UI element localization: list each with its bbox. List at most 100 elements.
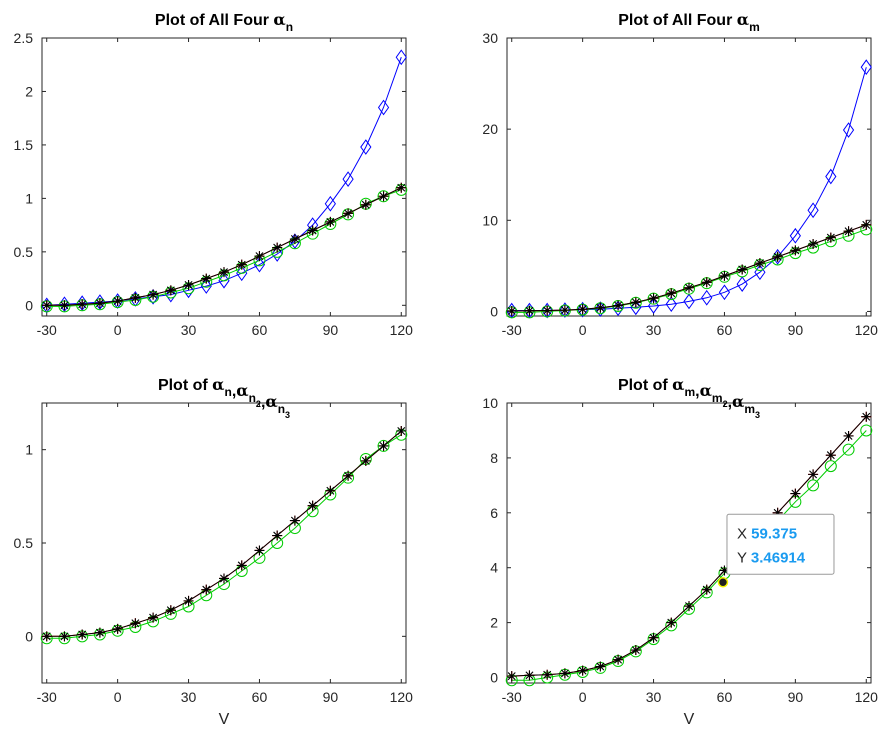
data-point-alpha3 — [843, 430, 854, 441]
chart-title: Plot of All Four αn — [155, 10, 293, 34]
y-tick-label: 20 — [482, 121, 498, 137]
data-point-alpha3 — [236, 259, 247, 270]
data-point-alpha3 — [524, 670, 535, 681]
data-point-alpha1 — [860, 424, 873, 437]
data-point-alpha3 — [254, 545, 265, 556]
x-tick-label: 30 — [646, 322, 662, 338]
data-point-alpha3 — [719, 565, 730, 576]
data-point-alpha3 — [666, 617, 677, 628]
data-point-alpha3 — [808, 469, 819, 480]
data-point-alpha3 — [41, 631, 52, 642]
data-point-alpha3 — [112, 296, 123, 307]
datatip-x-row: X 59.375 — [737, 525, 797, 542]
y-tick-label: 2 — [25, 83, 33, 99]
x-tick-label: 0 — [579, 322, 587, 338]
data-point-alpha — [559, 302, 571, 318]
y-tick-label: 1.5 — [14, 137, 34, 153]
data-point-alpha — [789, 227, 801, 244]
y-tick-label: 0.5 — [14, 535, 34, 551]
data-point-alpha3 — [595, 661, 606, 672]
data-point-alpha3 — [59, 300, 70, 311]
data-point-alpha3 — [684, 282, 694, 293]
x-tick-label: 0 — [114, 689, 122, 705]
y-tick-label: 1 — [25, 442, 33, 458]
y-tick-label: 0 — [490, 303, 498, 319]
data-point-alpha3 — [289, 515, 300, 526]
data-point-alpha3 — [41, 300, 52, 311]
x-tick-label: 30 — [181, 322, 197, 338]
data-point-alpha3 — [183, 279, 194, 290]
x-tick-label: 90 — [788, 322, 804, 338]
data-point-alpha3 — [754, 258, 765, 269]
data-point-alpha — [718, 284, 731, 301]
data-point-alpha1 — [647, 292, 660, 305]
series-alpha3 — [506, 411, 872, 682]
axes-box — [41, 402, 407, 684]
data-point-alpha1 — [842, 443, 855, 456]
data-point-alpha — [342, 171, 354, 187]
data-point-alpha3 — [112, 623, 123, 634]
x-tick-label: 0 — [579, 689, 587, 705]
x-tick-label: 120 — [855, 689, 879, 705]
data-point-alpha3 — [684, 601, 694, 612]
data-point-alpha3 — [165, 605, 176, 616]
y-tick-label: 10 — [482, 212, 498, 228]
x-tick-label: 60 — [252, 689, 268, 705]
data-point-alpha3 — [772, 507, 783, 518]
data-point-alpha3 — [94, 627, 105, 638]
data-point-alpha3 — [307, 500, 318, 511]
x-tick-label: 60 — [717, 689, 733, 705]
x-tick-label: 0 — [114, 322, 122, 338]
data-point-alpha — [772, 248, 784, 265]
data-point-alpha1 — [377, 190, 390, 203]
data-point-alpha3 — [183, 595, 194, 606]
data-point-alpha — [218, 272, 230, 289]
x-tick-label: 120 — [855, 322, 879, 338]
data-point-alpha3 — [148, 289, 159, 300]
chart-title: Plot of αn,αn2,αn3 — [158, 375, 290, 420]
y-tick-label: 0 — [490, 670, 498, 686]
data-point-alpha — [665, 296, 677, 313]
data-point-alpha3 — [613, 654, 624, 665]
datatip-y-value: 3.46914 — [751, 549, 806, 566]
axes-box — [506, 37, 872, 317]
data-point-alpha3 — [825, 232, 836, 243]
data-point-alpha — [360, 139, 372, 155]
chart-title: Plot of αm,αm2,αm3 — [618, 375, 760, 420]
y-tick-label: 0.5 — [14, 244, 34, 260]
datatip-y-label: Y — [737, 549, 751, 566]
data-point-alpha3 — [325, 216, 336, 227]
data-point-alpha3 — [506, 671, 517, 682]
data-point-alpha3 — [808, 238, 819, 249]
data-point-alpha — [236, 265, 248, 282]
data-point-alpha3 — [378, 191, 389, 202]
data-point-alpha — [165, 286, 177, 303]
data-point-alpha3 — [272, 530, 283, 541]
y-tick-label: 2 — [490, 615, 498, 631]
data-point-alpha — [736, 276, 748, 292]
data-point-alpha — [324, 195, 336, 212]
series-alpha3 — [506, 219, 872, 316]
data-point-alpha — [842, 122, 855, 138]
datatip-marker[interactable] — [717, 577, 729, 588]
data-point-alpha3 — [130, 292, 141, 303]
x-tick-label: 60 — [717, 322, 733, 338]
data-point-alpha3 — [666, 288, 677, 299]
data-point-alpha3 — [595, 302, 606, 313]
data-point-alpha3 — [542, 305, 553, 316]
x-axis-label: V — [684, 711, 695, 728]
data-point-alpha3 — [396, 182, 407, 193]
data-point-alpha3 — [343, 208, 354, 219]
data-point-alpha3 — [59, 631, 70, 642]
datatip[interactable]: X 59.375 Y 3.46914 — [717, 513, 835, 588]
data-point-alpha — [271, 246, 283, 262]
x-tick-label: 120 — [390, 322, 414, 338]
data-point-alpha3 — [201, 584, 212, 595]
data-point-alpha3 — [343, 470, 354, 481]
data-point-alpha — [541, 302, 553, 319]
data-point-alpha3 — [77, 299, 88, 310]
y-tick-label: 30 — [482, 30, 498, 46]
